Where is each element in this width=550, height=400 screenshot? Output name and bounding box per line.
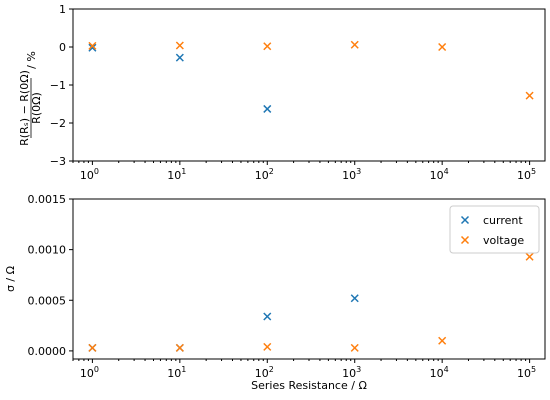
deviation-y-label: R(Rₛ) − R(0Ω) R(0Ω) / % <box>18 51 43 146</box>
sigma-x-tick-label: 100 <box>80 365 99 380</box>
legend-label: voltage <box>483 234 524 247</box>
sigma-point-voltage <box>350 343 359 352</box>
deviation-y-tick-label: 0 <box>59 41 66 54</box>
deviation-markers <box>88 40 534 113</box>
sigma-markers <box>88 252 534 352</box>
sigma-y-tick-label: 0.0015 <box>28 193 67 206</box>
deviation-point-current <box>263 104 272 113</box>
sigma-y-tick-label: 0.0000 <box>28 345 67 358</box>
sigma-x-axis: 100 101 102 103 104 105 <box>72 359 536 380</box>
legend: current voltage <box>449 205 540 254</box>
legend-item-current: current <box>460 214 523 227</box>
sigma-point-voltage <box>438 336 447 345</box>
deviation-plot-frame <box>72 8 546 162</box>
deviation-y-tick-label: −2 <box>50 117 66 130</box>
deviation-y-axis: 1 0 −1 −2 −3 <box>50 3 73 168</box>
deviation-x-tick-label: 102 <box>255 167 274 182</box>
deviation-point-current <box>175 53 184 62</box>
sigma-x-tick-label: 101 <box>167 365 186 380</box>
deviation-x-tick-label: 103 <box>342 167 361 182</box>
deviation-point-voltage <box>350 40 359 49</box>
sigma-x-tick-label: 103 <box>342 365 361 380</box>
deviation-panel: 1 0 −1 −2 −3 100 101 102 103 104 105 R(Rₛ) − R(0Ω… <box>18 3 546 182</box>
deviation-y-tick-label: 1 <box>59 3 66 16</box>
sigma-panel: 0.0000 0.0005 0.0010 0.0015 100 101 102 103 104… <box>4 193 546 392</box>
deviation-point-voltage <box>438 42 447 52</box>
deviation-point-voltage <box>88 41 97 50</box>
deviation-x-axis: 100 101 102 103 104 105 <box>72 161 536 182</box>
legend-item-voltage: voltage <box>460 234 524 247</box>
sigma-x-tick-label: 104 <box>430 365 449 380</box>
deviation-x-tick-label: 105 <box>517 167 536 182</box>
sigma-y-axis: 0.0000 0.0005 0.0010 0.0015 <box>28 193 73 358</box>
deviation-point-voltage <box>175 41 184 50</box>
deviation-x-tick-label: 101 <box>167 167 186 182</box>
x-axis-label: Series Resistance / Ω <box>251 379 367 392</box>
deviation-point-voltage <box>263 42 272 51</box>
sigma-point-voltage <box>175 343 184 352</box>
sigma-point-current <box>350 294 359 303</box>
deviation-point-current <box>88 43 97 52</box>
deviation-point-voltage <box>525 91 534 100</box>
sigma-x-tick-label: 102 <box>255 365 274 380</box>
deviation-y-tick-label: −3 <box>50 155 66 168</box>
deviation-y-label-denominator: R(0Ω) <box>30 92 43 124</box>
deviation-y-tick-label: −1 <box>50 79 66 92</box>
deviation-y-label-unit: / % <box>25 51 38 69</box>
deviation-x-tick-label: 100 <box>80 167 99 182</box>
sigma-x-tick-label: 105 <box>517 365 536 380</box>
sigma-y-label: σ / Ω <box>4 266 17 292</box>
deviation-x-tick-label: 104 <box>430 167 449 182</box>
legend-label: current <box>483 214 523 227</box>
sigma-y-tick-label: 0.0010 <box>28 244 67 257</box>
sigma-point-current <box>263 312 272 321</box>
sigma-point-voltage <box>263 342 272 351</box>
deviation-y-label-numerator: R(Rₛ) − R(0Ω) <box>18 70 31 146</box>
sigma-y-tick-label: 0.0005 <box>28 294 67 307</box>
sigma-point-voltage <box>525 252 534 261</box>
legend-box <box>449 205 540 254</box>
sigma-point-voltage <box>88 343 97 352</box>
